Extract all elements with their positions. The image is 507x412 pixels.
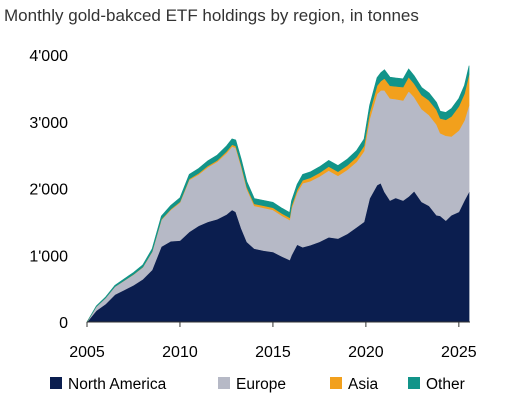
legend-item-north-america: North America bbox=[50, 376, 167, 393]
legend-label: Asia bbox=[348, 376, 379, 393]
plot-areas bbox=[86, 65, 470, 323]
x-axis: 2005 2010 2015 2020 2025 bbox=[69, 322, 477, 361]
legend-swatch bbox=[408, 377, 420, 389]
legend-item-other: Other bbox=[408, 376, 465, 393]
legend-item-europe: Europe bbox=[218, 376, 286, 393]
legend-item-asia: Asia bbox=[330, 376, 379, 393]
y-axis: 0 1'000 2'000 3'000 4'000 bbox=[29, 48, 68, 332]
legend-label: Other bbox=[426, 376, 465, 393]
chart-title: Monthly gold-bakced ETF holdings by regi… bbox=[4, 6, 419, 25]
legend: North America Europe Asia Other bbox=[50, 376, 465, 393]
y-tick-label: 0 bbox=[59, 315, 68, 332]
y-tick-label: 4'000 bbox=[29, 48, 68, 65]
x-tick-label: 2005 bbox=[69, 344, 105, 361]
legend-swatch bbox=[50, 377, 62, 389]
x-tick-label: 2015 bbox=[255, 344, 291, 361]
y-tick-label: 2'000 bbox=[29, 182, 68, 199]
x-tick-label: 2010 bbox=[162, 344, 198, 361]
y-tick-label: 3'000 bbox=[29, 115, 68, 132]
y-tick-label: 1'000 bbox=[29, 248, 68, 265]
legend-label: Europe bbox=[236, 376, 286, 393]
area-other bbox=[86, 65, 470, 323]
x-tick-label: 2020 bbox=[348, 344, 384, 361]
x-tick-label: 2025 bbox=[441, 344, 477, 361]
legend-label: North America bbox=[68, 376, 167, 393]
legend-swatch bbox=[330, 377, 342, 389]
legend-swatch bbox=[218, 377, 230, 389]
